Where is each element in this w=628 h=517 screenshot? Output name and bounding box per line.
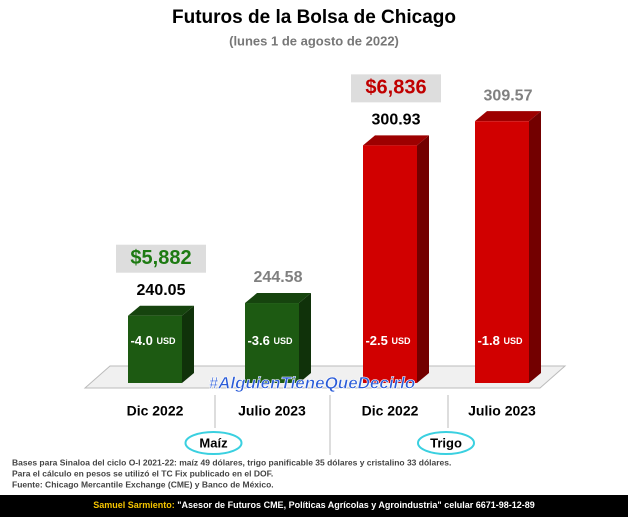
bar-side: [417, 135, 429, 383]
change-value: -2.5: [365, 333, 387, 348]
change-unit: USD: [274, 336, 294, 346]
peso-label: $6,836: [365, 77, 426, 99]
chart-title: Futuros de la Bolsa de Chicago: [172, 7, 456, 28]
footer-name: Samuel Sarmiento:: [93, 500, 175, 510]
change-label: -2.5 USD: [365, 333, 411, 348]
bar-top: [363, 135, 429, 146]
change-label: -4.0 USD: [130, 333, 176, 348]
bar: [475, 121, 529, 384]
floor: [83, 365, 567, 389]
change-value: -1.8: [477, 333, 499, 348]
footnote: Para el cálculo en pesos se utilizó el T…: [12, 468, 273, 478]
change-value: -3.6: [247, 333, 269, 348]
change-unit: USD: [392, 336, 412, 346]
footer-band: [0, 495, 628, 517]
group-label: Trigo: [430, 435, 462, 450]
bar-top: [475, 111, 541, 122]
footer: Samuel Sarmiento: "Asesor de Futuros CME…: [93, 500, 535, 510]
bar: [363, 145, 417, 383]
change-label: -1.8 USD: [477, 333, 523, 348]
value-label: 240.05: [137, 282, 186, 299]
group-ring: [184, 431, 243, 455]
bar-side: [529, 111, 541, 384]
bar-top: [128, 305, 194, 316]
peso-label-box: [351, 74, 441, 103]
bar: [128, 315, 182, 383]
footer-text: "Asesor de Futuros CME, Políticas Agríco…: [177, 500, 534, 510]
peso-label-box: [116, 244, 206, 273]
group-ring: [417, 431, 475, 455]
x-tick-label: Julio 2023: [468, 403, 536, 419]
bar: [245, 303, 299, 383]
bar-side: [182, 305, 194, 383]
value-label: 309.57: [484, 87, 533, 104]
chart-subtitle: (lunes 1 de agosto de 2022): [229, 33, 399, 48]
x-tick-label: Dic 2022: [127, 403, 184, 419]
bar-top: [245, 293, 311, 304]
change-label: -3.6 USD: [247, 333, 293, 348]
x-tick-label: Dic 2022: [362, 403, 419, 419]
peso-label: $5,882: [130, 247, 191, 269]
change-unit: USD: [504, 336, 524, 346]
value-label: 300.93: [372, 112, 421, 129]
footnote: Fuente: Chicago Mercantile Exchange (CME…: [12, 479, 274, 489]
group-label: Maíz: [199, 435, 228, 450]
footnote: Bases para Sinaloa del ciclo O-I 2021-22…: [12, 457, 451, 467]
change-value: -4.0: [130, 333, 152, 348]
bar-side: [299, 293, 311, 383]
change-unit: USD: [157, 336, 177, 346]
value-label: 244.58: [254, 269, 303, 286]
hashtag: #AlguienTieneQueDecirlo: [209, 373, 416, 392]
x-tick-label: Julio 2023: [238, 403, 306, 419]
